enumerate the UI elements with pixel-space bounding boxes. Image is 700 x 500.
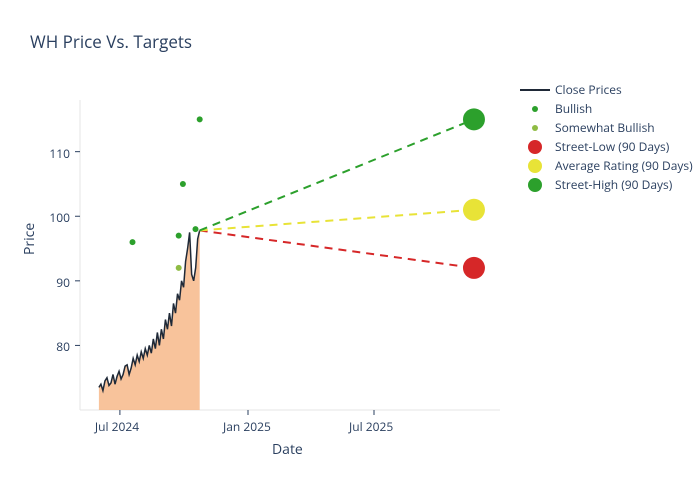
legend-item[interactable]: Average Rating (90 Days) — [520, 156, 693, 175]
legend-swatch — [520, 140, 550, 154]
legend-item[interactable]: Somewhat Bullish — [520, 118, 693, 137]
chart-legend: Close Prices Bullish Somewhat Bullish Stree… — [520, 80, 693, 194]
legend-label: Close Prices — [555, 81, 622, 98]
x-tick-label: Jul 2024 — [95, 418, 139, 435]
legend-label: Average Rating (90 Days) — [555, 157, 693, 174]
x-tick-label: Jul 2025 — [349, 418, 393, 435]
legend-label: Street-High (90 Days) — [555, 176, 672, 193]
x-tick-label: Jan 2025 — [223, 418, 271, 435]
legend-label: Bullish — [555, 100, 592, 117]
legend-item[interactable]: Bullish — [520, 99, 693, 118]
legend-label: Street-Low (90 Days) — [555, 138, 669, 155]
legend-label: Somewhat Bullish — [555, 119, 655, 136]
legend-swatch — [520, 178, 550, 192]
legend-swatch — [520, 159, 550, 173]
y-tick-label: 90 — [56, 274, 70, 291]
legend-item[interactable]: Close Prices — [520, 80, 693, 99]
y-axis-label: Price — [20, 223, 39, 255]
y-tick-label: 100 — [49, 209, 70, 226]
legend-item[interactable]: Street-High (90 Days) — [520, 175, 693, 194]
legend-swatch — [520, 106, 550, 112]
legend-item[interactable]: Street-Low (90 Days) — [520, 137, 693, 156]
x-axis-label: Date — [272, 440, 303, 459]
legend-swatch — [520, 89, 550, 91]
y-tick-label: 110 — [49, 145, 70, 162]
y-tick-label: 80 — [56, 338, 70, 355]
legend-swatch — [520, 125, 550, 131]
price-targets-chart: WH Price Vs. Targets Date Price Close Pr… — [0, 0, 700, 500]
